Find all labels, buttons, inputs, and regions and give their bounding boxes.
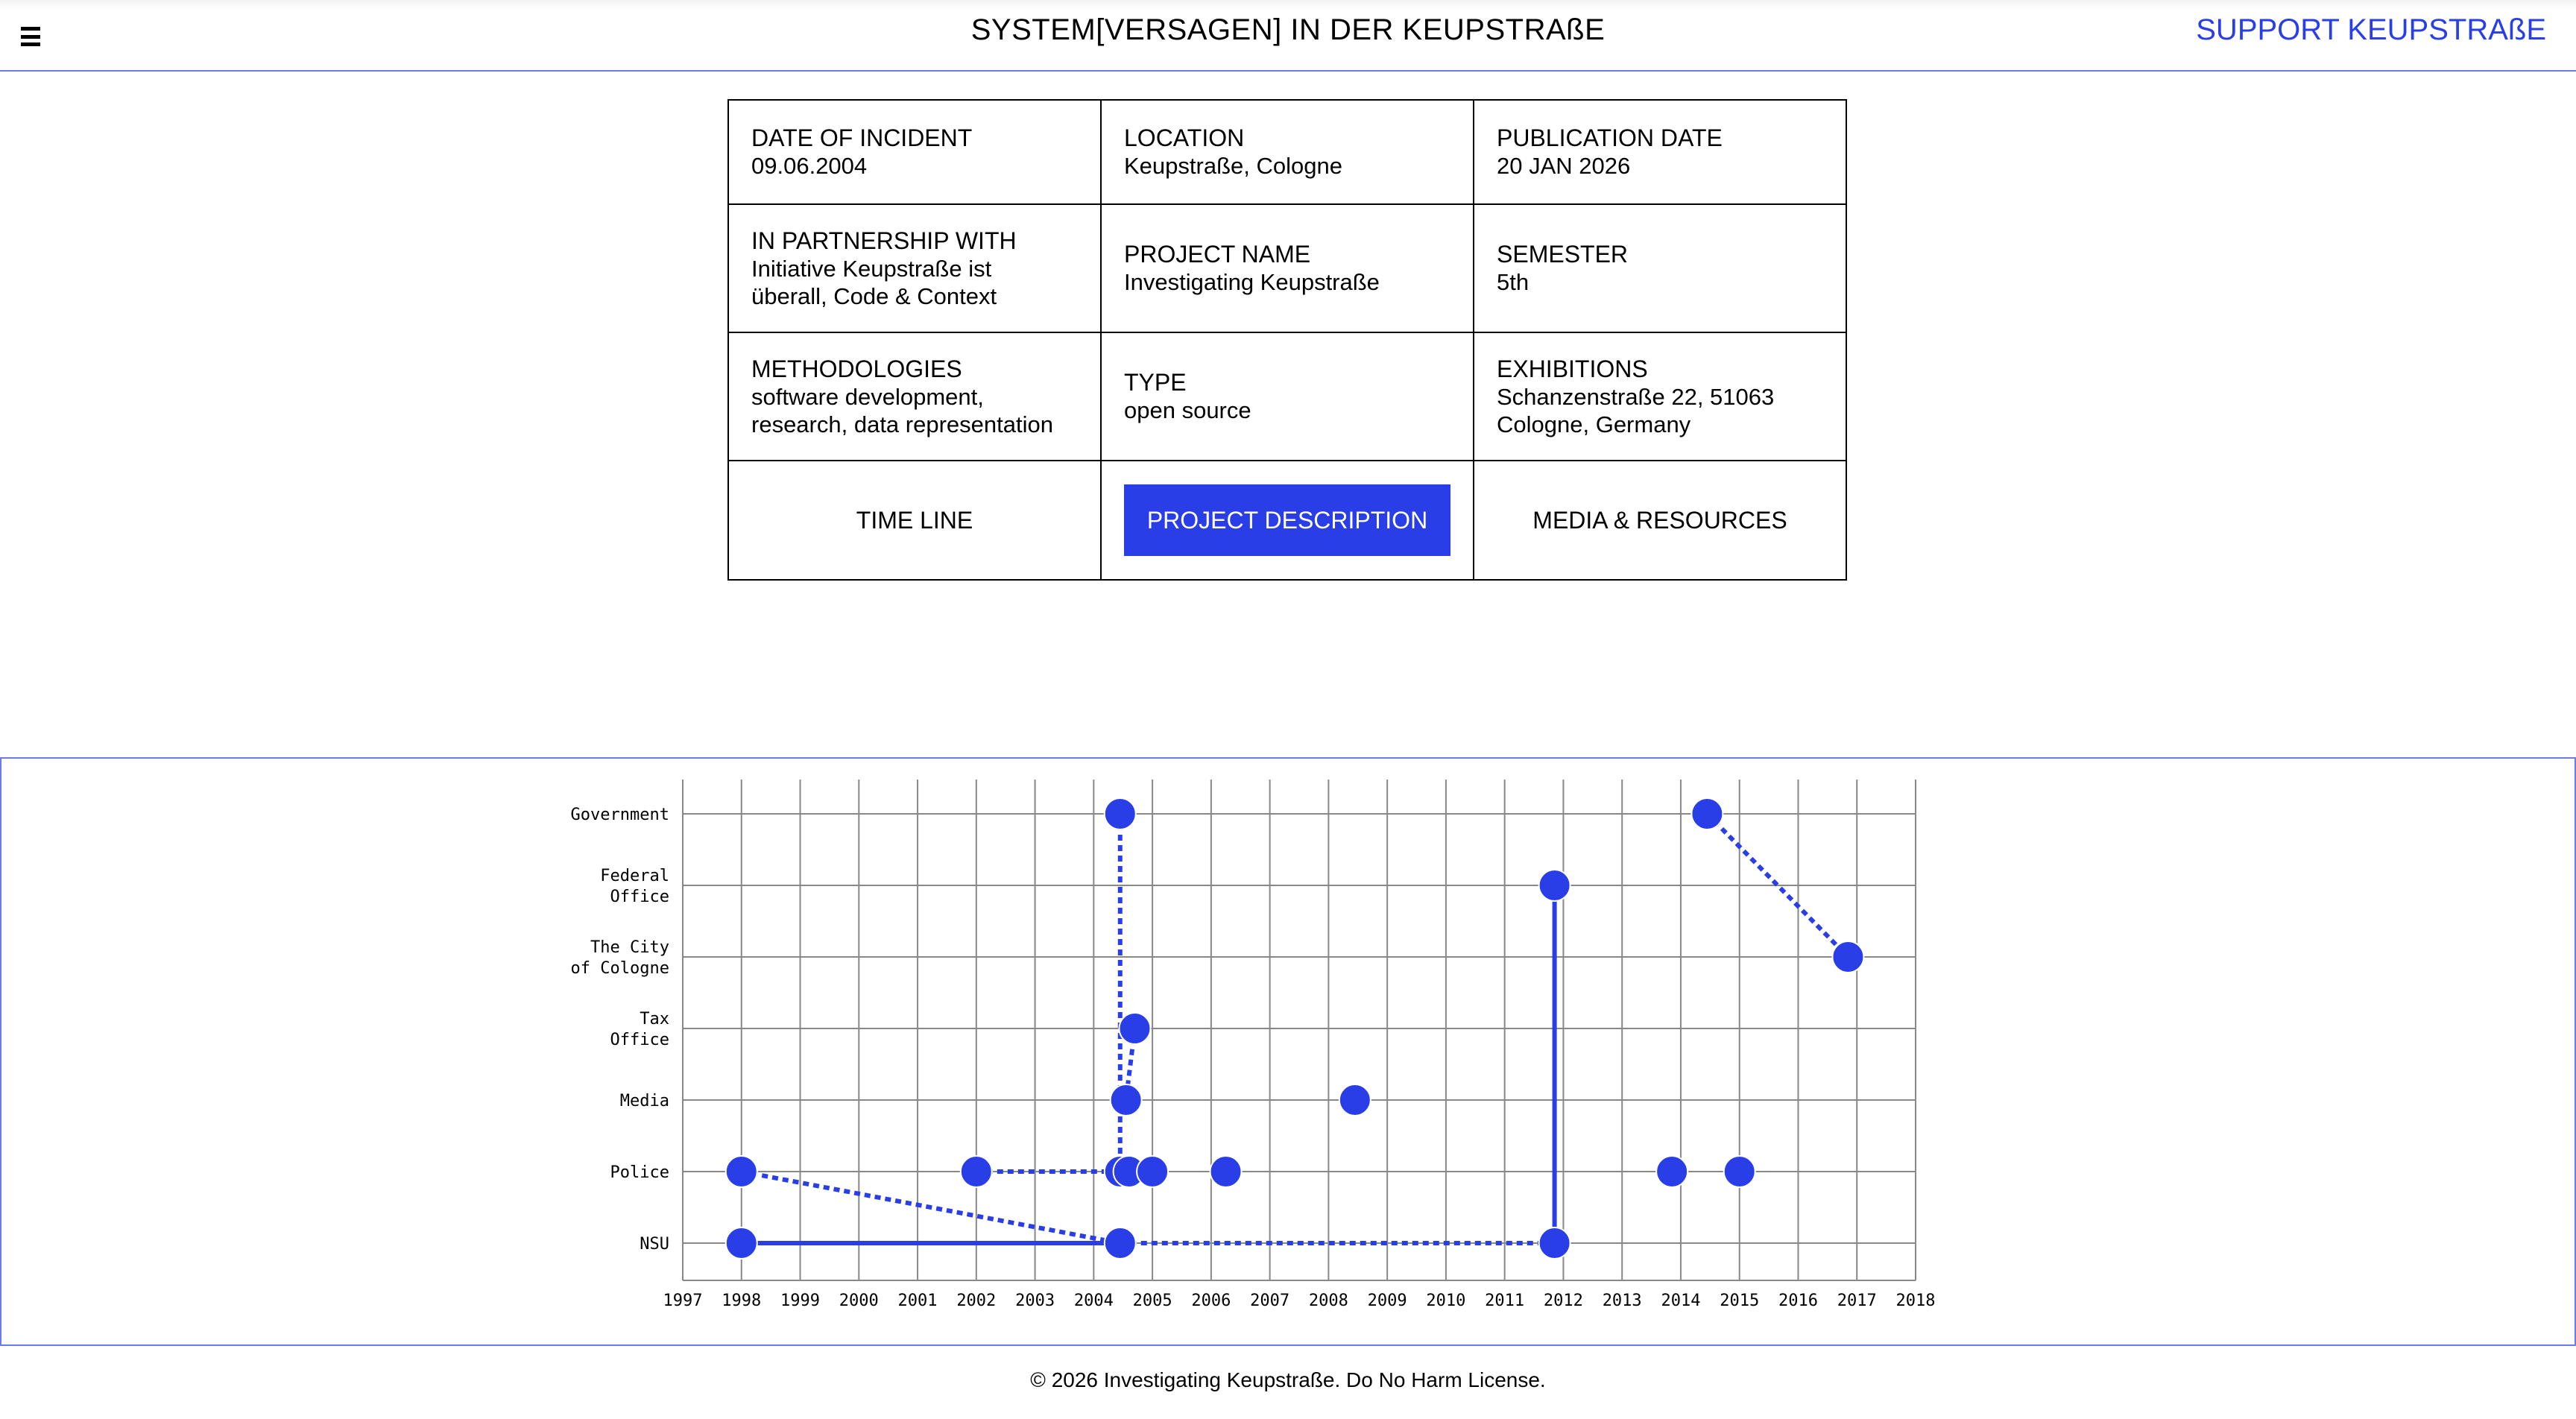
- x-tick-label: 2011: [1485, 1292, 1524, 1310]
- y-category-label: NSU: [640, 1235, 669, 1254]
- publication-date-cell: PUBLICATION DATE 20 JAN 2026: [1473, 99, 1847, 205]
- timeline-event-point: [1338, 1084, 1371, 1116]
- timeline-event-point: [1538, 1227, 1571, 1260]
- x-tick-label: 2000: [839, 1292, 879, 1310]
- type-cell: TYPE open source: [1100, 332, 1474, 461]
- hamburger-menu-icon[interactable]: [18, 24, 43, 49]
- timeline-event-point: [724, 1227, 758, 1260]
- project-name-value: Investigating Keupstraße: [1124, 269, 1380, 295]
- timeline-chart-panel: 1997 1998 1999 2000 2001 2002 2003 2004 2005 2006…: [0, 757, 2576, 1346]
- x-tick-label: 2014: [1661, 1292, 1700, 1310]
- timeline-event-point: [1103, 797, 1137, 830]
- exhibitions-label: EXHIBITIONS: [1497, 355, 1648, 382]
- methodologies-cell: METHODOLOGIES software development, rese…: [727, 332, 1102, 461]
- location-cell: LOCATION Keupstraße, Cologne: [1100, 99, 1474, 205]
- timeline-event-point: [1655, 1155, 1689, 1188]
- partnership-value: Initiative Keupstraße ist überall, Code …: [751, 255, 997, 309]
- timeline-event-point: [1103, 1227, 1137, 1260]
- timeline-event-point: [1690, 797, 1724, 830]
- x-tick-label: 2009: [1368, 1292, 1407, 1310]
- y-category-label: Police: [610, 1163, 669, 1182]
- date-of-incident-cell: DATE OF INCIDENT 09.06.2004: [727, 99, 1102, 205]
- publication-date-value: 20 JAN 2026: [1497, 153, 1631, 179]
- partnership-cell: IN PARTNERSHIP WITH Initiative Keupstraß…: [727, 203, 1102, 333]
- publication-date-label: PUBLICATION DATE: [1497, 124, 1723, 151]
- y-category-label: Government: [571, 806, 669, 824]
- project-info-table: DATE OF INCIDENT 09.06.2004 LOCATION Keu…: [727, 99, 1847, 581]
- semester-label: SEMESTER: [1497, 241, 1629, 268]
- timeline-event-point: [1118, 1012, 1152, 1045]
- timeline-event-point: [1538, 869, 1571, 902]
- y-category-label: Federal Office: [600, 867, 669, 906]
- x-tick-label: 2007: [1250, 1292, 1289, 1310]
- x-tick-label: 2001: [898, 1292, 938, 1310]
- support-keupstrasse-link[interactable]: SUPPORT KEUPSTRAßE: [2196, 13, 2546, 46]
- x-tick-label: 2005: [1133, 1292, 1172, 1310]
- timeline-event-point: [1831, 941, 1865, 973]
- x-tick-label: 2004: [1074, 1292, 1114, 1310]
- y-category-label: Media: [620, 1092, 669, 1110]
- location-label: LOCATION: [1124, 124, 1245, 151]
- x-tick-label: 2008: [1309, 1292, 1348, 1310]
- exhibitions-value: Schanzenstraße 22, 51063 Cologne, German…: [1497, 383, 1775, 437]
- top-bar: SYSTEM[VERSAGEN] IN DER KEUPSTRAßE SUPPO…: [0, 0, 2576, 72]
- exhibitions-cell: EXHIBITIONS Schanzenstraße 22, 51063 Col…: [1473, 332, 1847, 461]
- x-tick-label: 1998: [722, 1292, 761, 1310]
- date-of-incident-value: 09.06.2004: [751, 153, 868, 179]
- type-label: TYPE: [1124, 369, 1187, 396]
- y-category-label: The City of Cologne: [571, 938, 669, 978]
- timeline-event-point: [1209, 1155, 1243, 1188]
- timeline-event-point: [1136, 1155, 1169, 1188]
- project-name-label: PROJECT NAME: [1124, 241, 1311, 268]
- x-tick-label: 2006: [1191, 1292, 1231, 1310]
- tab-cell-timeline: TIME LINE: [727, 460, 1102, 581]
- tab-media-resources[interactable]: MEDIA & RESOURCES: [1532, 506, 1787, 534]
- semester-value: 5th: [1497, 269, 1530, 295]
- x-tick-label: 2010: [1426, 1292, 1465, 1310]
- tab-cell-media-resources: MEDIA & RESOURCES: [1473, 460, 1847, 581]
- partnership-label: IN PARTNERSHIP WITH: [751, 227, 1017, 254]
- timeline-chart: 1997 1998 1999 2000 2001 2002 2003 2004 2005 2006…: [571, 780, 1936, 1310]
- x-tick-label: 2002: [956, 1292, 996, 1310]
- y-category-label: Tax Office: [610, 1010, 669, 1049]
- footer-copyright: © 2026 Investigating Keupstraße. Do No H…: [1030, 1368, 1546, 1391]
- site-title: SYSTEM[VERSAGEN] IN DER KEUPSTRAßE: [970, 13, 1606, 46]
- x-tick-label: 2015: [1720, 1292, 1759, 1310]
- methodologies-value: software development, research, data rep…: [751, 383, 1053, 437]
- type-value: open source: [1124, 397, 1251, 423]
- semester-cell: SEMESTER 5th: [1473, 203, 1847, 333]
- x-tick-label: 2018: [1896, 1292, 1936, 1310]
- timeline-event-point: [1723, 1155, 1756, 1188]
- x-tick-label: 1997: [663, 1292, 703, 1310]
- timeline-link: [1705, 812, 1850, 959]
- timeline-event-point: [1109, 1084, 1143, 1116]
- x-tick-label: 2013: [1603, 1292, 1642, 1310]
- methodologies-label: METHODOLOGIES: [751, 355, 962, 382]
- tab-time-line[interactable]: TIME LINE: [856, 506, 973, 534]
- timeline-event-point: [959, 1155, 993, 1188]
- location-value: Keupstraße, Cologne: [1124, 153, 1342, 179]
- x-tick-label: 2012: [1544, 1292, 1583, 1310]
- x-tick-label: 1999: [780, 1292, 820, 1310]
- x-tick-label: 2017: [1837, 1292, 1877, 1310]
- tab-cell-project-description: PROJECT DESCRIPTION: [1100, 460, 1474, 581]
- x-tick-label: 2003: [1015, 1292, 1055, 1310]
- tab-project-description[interactable]: PROJECT DESCRIPTION: [1124, 484, 1450, 556]
- x-tick-label: 2016: [1778, 1292, 1818, 1310]
- timeline-link: [741, 1169, 1121, 1245]
- timeline-event-point: [724, 1155, 758, 1188]
- date-of-incident-label: DATE OF INCIDENT: [751, 124, 973, 151]
- project-name-cell: PROJECT NAME Investigating Keupstraße: [1100, 203, 1474, 333]
